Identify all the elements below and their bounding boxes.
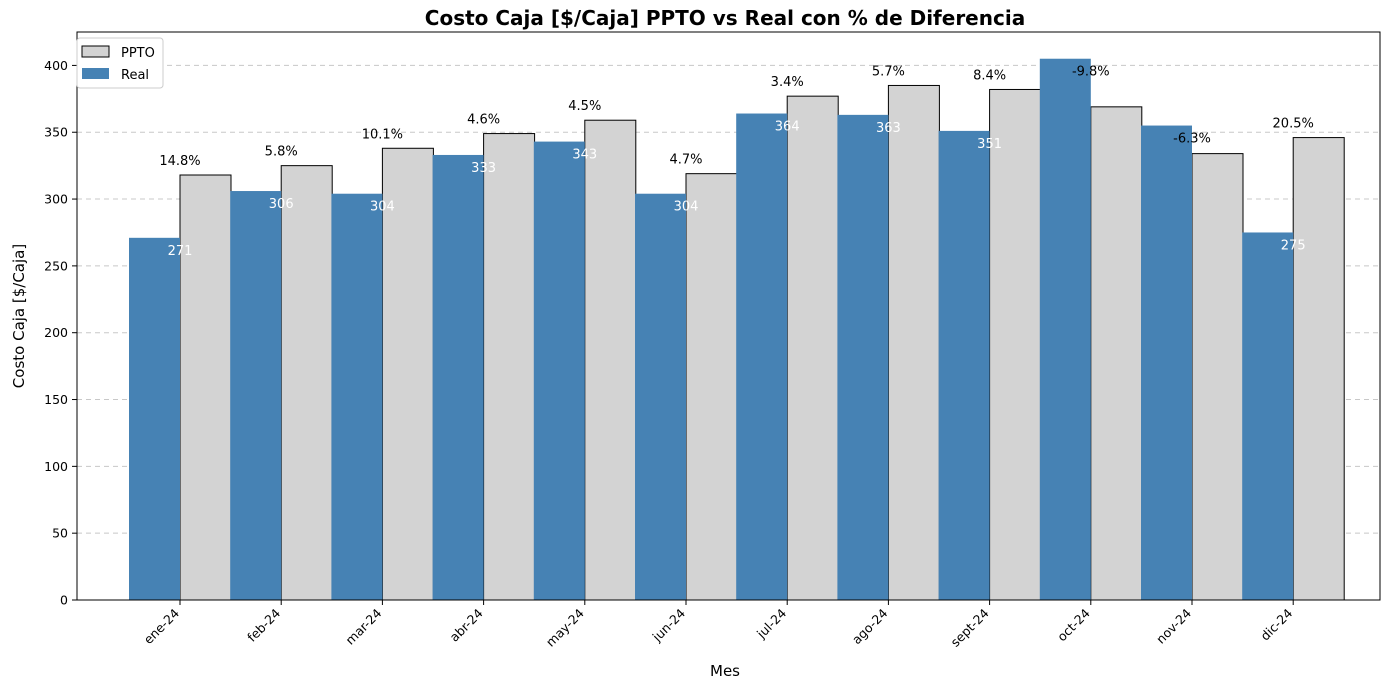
bars xyxy=(129,58,1345,601)
bar-ppto xyxy=(1292,137,1345,601)
x-axis-label: Mes xyxy=(710,662,740,680)
bar-real xyxy=(230,191,282,601)
y-tick-label: 350 xyxy=(44,125,68,140)
real-value-label: 363 xyxy=(876,121,901,136)
pct-diff-label: 5.7% xyxy=(872,64,905,79)
x-tick-label: oct-24 xyxy=(1054,605,1093,644)
real-value-label: 351 xyxy=(977,137,1002,152)
x-tick-label: jun-24 xyxy=(649,605,688,644)
bar-ppto xyxy=(1191,153,1244,601)
pct-diff-label: 3.4% xyxy=(771,75,804,90)
x-tick-label: abr-24 xyxy=(447,605,486,644)
pct-diff-label: 8.4% xyxy=(973,68,1006,83)
real-value-label: 364 xyxy=(775,120,800,135)
y-tick-label: 150 xyxy=(44,392,68,407)
y-tick-label: 300 xyxy=(44,192,68,207)
bar-ppto xyxy=(786,95,839,601)
bar-ppto xyxy=(1090,106,1143,601)
bar-ppto xyxy=(381,147,434,601)
y-tick-label: 100 xyxy=(44,459,68,474)
y-axis: 0 50 100 150 200 250 300 350 400 xyxy=(44,58,77,608)
x-tick-label: sept-24 xyxy=(948,605,992,649)
y-tick-label: 0 xyxy=(60,593,68,608)
pct-diff-label: 20.5% xyxy=(1273,117,1314,132)
pct-diff-label: 4.6% xyxy=(467,113,500,128)
x-tick-label: ago-24 xyxy=(849,605,891,647)
bar-ppto xyxy=(989,88,1042,601)
bar-ppto xyxy=(179,174,232,601)
real-value-label: 304 xyxy=(370,200,395,215)
legend: PPTO Real xyxy=(76,37,164,89)
pct-diff-label: 4.7% xyxy=(669,153,702,168)
bar-ppto xyxy=(685,173,738,601)
legend-label-ppto: PPTO xyxy=(121,46,155,61)
y-tick-label: 50 xyxy=(52,526,68,541)
bar-real xyxy=(533,141,585,601)
x-tick-label: may-24 xyxy=(543,605,587,649)
bar-real xyxy=(736,113,788,600)
y-tick-label: 400 xyxy=(44,58,68,73)
y-tick-label: 200 xyxy=(44,325,68,340)
x-axis: ene-24 feb-24 mar-24 abr-24 may-24 jun-24 jul-… xyxy=(141,600,1295,650)
pct-diff-label: 4.5% xyxy=(568,99,601,114)
bar-ppto xyxy=(483,133,536,601)
legend-swatch-real xyxy=(82,68,109,79)
x-tick-label: feb-24 xyxy=(244,605,283,644)
plot-frame xyxy=(76,31,1381,601)
x-tick-label: nov-24 xyxy=(1153,605,1194,646)
x-tick-label: ene-24 xyxy=(141,605,183,647)
bar-real xyxy=(1141,125,1192,600)
pct-diff-label: 5.8% xyxy=(265,145,298,160)
real-value-label: 333 xyxy=(471,161,496,176)
real-value-label: 271 xyxy=(168,244,193,259)
y-axis-label: Costo Caja [$/Caja] xyxy=(10,244,28,388)
bar-real xyxy=(1039,58,1091,600)
y-tick-label: 250 xyxy=(44,258,68,273)
x-tick-label: mar-24 xyxy=(342,605,384,647)
bar-real xyxy=(837,114,889,600)
real-value-label: 343 xyxy=(572,148,597,163)
pct-diff-label: 10.1% xyxy=(362,127,403,142)
bar-ppto xyxy=(887,84,940,601)
x-tick-label: jul-24 xyxy=(753,605,789,641)
data-labels: 14.8% 271 5.8% 306 10.1% 304 4.6% 333 4.5% 343 4.7… xyxy=(159,64,1314,258)
bar-ppto xyxy=(584,119,637,601)
legend-label-real: Real xyxy=(121,68,149,83)
bar-real xyxy=(938,130,990,601)
pct-diff-label: 14.8% xyxy=(159,154,200,169)
x-tick-label: dic-24 xyxy=(1257,605,1295,643)
real-value-label: 275 xyxy=(1281,238,1306,253)
bar-real xyxy=(129,237,180,600)
legend-swatch-ppto xyxy=(81,45,110,58)
chart-title: Costo Caja [$/Caja] PPTO vs Real con % d… xyxy=(425,6,1025,30)
bar-real xyxy=(331,193,383,600)
real-value-label: 306 xyxy=(269,197,294,212)
pct-diff-label: -6.3% xyxy=(1173,132,1211,147)
bar-real xyxy=(1242,232,1294,600)
real-value-label: 304 xyxy=(674,200,699,215)
bar-real xyxy=(432,154,484,600)
pct-diff-label: -9.8% xyxy=(1072,65,1110,80)
bar-real xyxy=(635,193,686,600)
bar-ppto xyxy=(280,165,333,601)
